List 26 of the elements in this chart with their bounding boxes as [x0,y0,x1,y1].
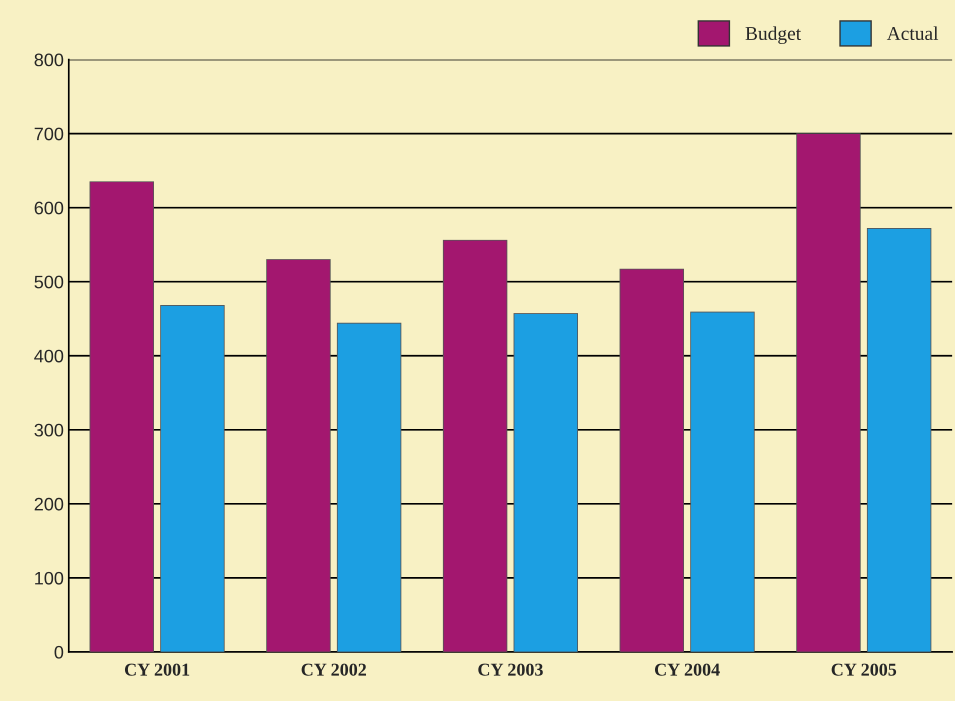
bar [620,268,684,652]
y-tick-label: 700 [34,128,64,140]
bar [690,312,755,652]
legend-label: Actual [886,26,938,40]
y-tick-label: 600 [34,202,64,214]
bar [514,313,578,652]
x-tick-label: CY 2004 [654,664,720,676]
y-tick-label: 500 [34,276,64,288]
y-tick-label: 200 [34,498,64,511]
bar [336,322,402,652]
legend-label: Budget [746,26,802,44]
x-tick-label: CY 2005 [832,664,896,676]
x-tick-label: CY 2001 [124,664,190,676]
y-tick-label: 0 [54,646,64,659]
y-tick-label: 400 [34,350,64,362]
bar [90,181,154,652]
bar [442,240,508,652]
x-tick-label: CY 2002 [302,664,366,676]
bar [160,304,225,652]
y-tick-label: 800 [34,54,64,66]
bar [796,133,861,652]
bar [266,259,331,652]
bar [866,228,932,652]
y-tick-label: 300 [34,424,64,437]
x-tick-label: CY 2003 [478,664,543,676]
y-tick-label: 100 [35,572,64,585]
